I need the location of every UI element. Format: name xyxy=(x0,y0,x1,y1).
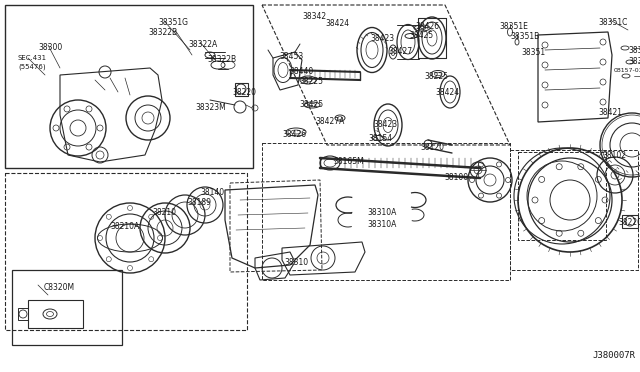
Text: 38351B: 38351B xyxy=(628,57,640,66)
Text: J380007R: J380007R xyxy=(592,351,635,360)
Text: 38310A: 38310A xyxy=(367,220,396,229)
Text: 38453: 38453 xyxy=(279,52,303,61)
Text: (55476): (55476) xyxy=(18,63,45,70)
Text: 38351F: 38351F xyxy=(628,46,640,55)
Text: 38189: 38189 xyxy=(187,198,211,207)
Bar xyxy=(5,5,253,168)
Bar xyxy=(12,270,122,345)
Text: 38424: 38424 xyxy=(325,19,349,28)
Text: 38220: 38220 xyxy=(232,88,256,97)
Text: 38220: 38220 xyxy=(618,218,640,227)
Text: 38210: 38210 xyxy=(152,208,176,217)
Text: 38351B: 38351B xyxy=(510,32,540,41)
Text: 38351: 38351 xyxy=(521,48,545,57)
Text: 38140: 38140 xyxy=(200,188,224,197)
Text: 38154: 38154 xyxy=(368,134,392,143)
Text: 38322A: 38322A xyxy=(188,40,217,49)
Text: 38120: 38120 xyxy=(420,143,444,152)
Text: 38351G: 38351G xyxy=(158,18,188,27)
Text: SEC.431: SEC.431 xyxy=(18,55,47,61)
Text: 38300: 38300 xyxy=(38,43,62,52)
Text: 38322B: 38322B xyxy=(207,55,236,64)
Text: 38423: 38423 xyxy=(373,120,397,129)
Text: 38210A: 38210A xyxy=(110,222,140,231)
Text: 38421: 38421 xyxy=(598,108,622,117)
Text: 38427: 38427 xyxy=(388,47,412,56)
Text: 38310: 38310 xyxy=(284,258,308,267)
Text: 38440: 38440 xyxy=(289,67,313,76)
Text: 38165M: 38165M xyxy=(333,157,364,166)
Bar xyxy=(518,152,606,240)
Bar xyxy=(510,150,638,270)
Text: 38424: 38424 xyxy=(435,88,459,97)
Text: -1: -1 xyxy=(375,128,381,133)
Bar xyxy=(28,300,83,328)
Text: 38351E: 38351E xyxy=(499,22,528,31)
Text: 38100: 38100 xyxy=(444,173,468,182)
Text: 38426: 38426 xyxy=(282,130,306,139)
Text: 38425: 38425 xyxy=(299,100,323,109)
Text: 38342: 38342 xyxy=(302,12,326,21)
Text: 38351C: 38351C xyxy=(598,18,627,27)
Text: 38102: 38102 xyxy=(602,151,626,160)
Bar xyxy=(5,173,247,330)
Text: 38426: 38426 xyxy=(415,22,439,31)
Text: 38322B: 38322B xyxy=(148,28,177,37)
Text: 38225: 38225 xyxy=(299,77,323,86)
Text: 38423: 38423 xyxy=(370,34,394,43)
Bar xyxy=(18,308,28,320)
Text: 38310A: 38310A xyxy=(367,208,396,217)
Text: 38225: 38225 xyxy=(424,72,448,81)
Text: 08157-0301E: 08157-0301E xyxy=(614,68,640,73)
Text: 38425: 38425 xyxy=(409,31,433,40)
Text: 38323M: 38323M xyxy=(195,103,226,112)
Text: 38427A: 38427A xyxy=(315,117,344,126)
Text: C8320M: C8320M xyxy=(44,283,75,292)
